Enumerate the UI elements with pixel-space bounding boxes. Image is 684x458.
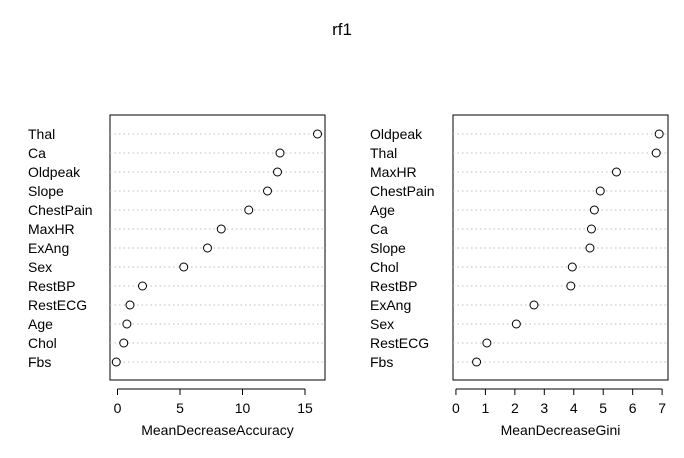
data-point [611,167,621,177]
variable-label: Oldpeak [28,164,81,180]
variable-label: Slope [370,240,406,256]
accuracy-panel: Thal Ca Oldpeak Slope ChestPain MaxHR ExAng Sex… [28,114,326,438]
variable-label: MaxHR [370,164,417,180]
variable-label: Thal [28,126,55,142]
variable-label: Fbs [370,354,393,370]
data-point [511,319,521,329]
variable-label: RestECG [28,297,87,313]
data-point [586,224,596,234]
variable-label: ExAng [28,240,69,256]
x-tick-label: 2 [511,400,519,416]
x-tick-label: 0 [114,400,122,416]
x-tick-label: 1 [481,400,489,416]
data-point [263,186,272,196]
chart-title: rf1 [332,20,352,39]
variable-label: RestECG [370,335,429,351]
x-tick-label: 10 [235,400,251,416]
x-tick-label: 0 [452,400,460,416]
variable-label: ExAng [370,297,411,313]
data-point [122,319,132,329]
variable-label: RestBP [28,278,75,294]
data-point [275,148,285,158]
x-axis-label: MeanDecreaseAccuracy [141,422,294,438]
data-point [313,129,322,139]
variable-label: Age [28,316,53,332]
data-point [654,129,664,139]
x-tick-label: 7 [658,400,666,416]
variable-label: Chol [28,335,57,351]
x-tick-label: 6 [629,400,637,416]
variable-label: RestBP [370,278,417,294]
variable-label: MaxHR [28,221,75,237]
data-point [216,224,226,234]
variable-label: ChestPain [28,202,93,218]
data-point [138,281,147,291]
data-point [566,281,576,291]
data-point [585,243,595,253]
data-point [472,357,482,367]
data-point [119,338,129,348]
data-point [589,205,599,215]
data-point [203,243,212,253]
variable-label: Ca [28,145,46,161]
x-tick-label: 15 [297,400,313,416]
variable-label: Thal [370,145,397,161]
data-point [651,148,661,158]
x-tick-label: 5 [176,400,184,416]
variable-label: Fbs [28,354,51,370]
variable-label: Sex [370,316,394,332]
data-point [111,357,121,367]
data-point [529,300,539,310]
x-tick-label: 3 [540,400,548,416]
variable-label: Sex [28,259,52,275]
x-axis-label: MeanDecreaseGini [501,422,621,438]
gini-panel: Oldpeak Thal MaxHR ChestPain Age Ca Slope Chol R… [370,114,669,438]
variable-label: Ca [370,221,388,237]
variable-label: Chol [370,259,399,275]
data-point [125,300,135,310]
variable-label: ChestPain [370,183,435,199]
data-point [595,186,605,196]
x-tick-label: 5 [599,400,607,416]
data-point [567,262,577,272]
data-point [273,167,282,177]
x-tick-label: 4 [570,400,578,416]
variable-label: Age [370,202,395,218]
variable-label: Slope [28,183,64,199]
variable-label: Oldpeak [370,126,423,142]
data-point [244,205,254,215]
data-point [179,262,189,272]
data-point [482,338,492,348]
